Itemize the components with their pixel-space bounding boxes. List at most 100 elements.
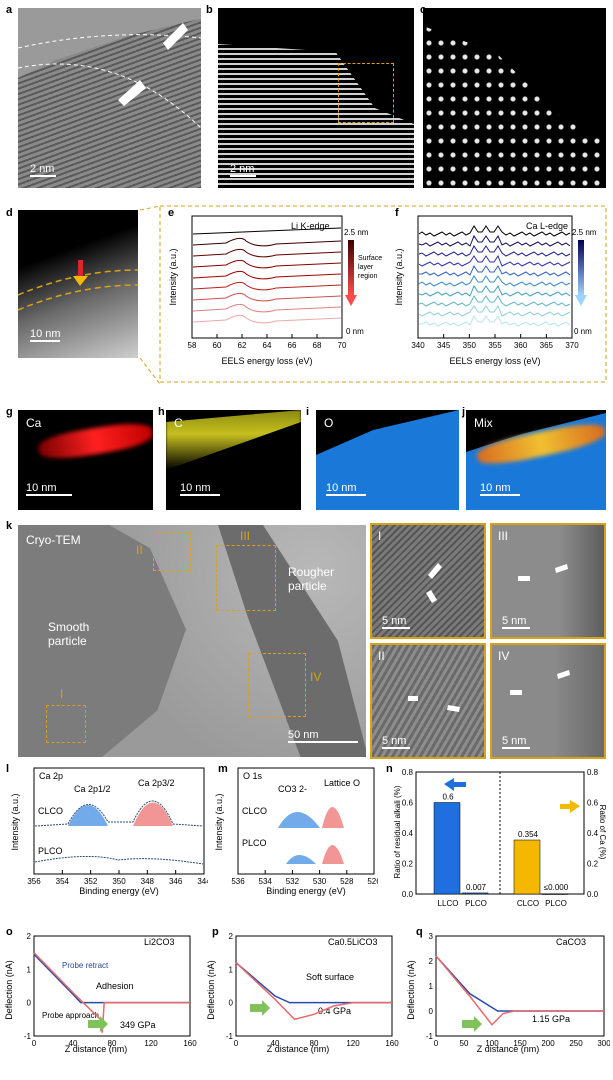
- q-plot-frame: [435, 935, 605, 1037]
- panel-e-label: e: [168, 207, 175, 219]
- panel-b-label: b: [206, 4, 213, 16]
- panel-q-plot: Deflection (nA) CaCO3 Z distance (nm) 1.…: [406, 932, 610, 1054]
- panel-n-ylabel-left: Ratio of residual alkali (%): [393, 785, 402, 878]
- panel-m-xtick: 528: [340, 877, 354, 886]
- panel-m-row2: PLCO: [242, 838, 267, 848]
- panel-o-label: o: [6, 926, 13, 938]
- panel-k-region-III: III: [240, 529, 251, 543]
- panel-e-xtick: 70: [338, 341, 347, 350]
- panel-n-ylabel-right: Ratio of Ca (%): [598, 805, 607, 860]
- p-plot-frame: [235, 935, 393, 1037]
- n-bar-label: 0.007: [466, 883, 487, 892]
- p-plot-ytick: 1: [229, 965, 234, 974]
- q-plot-ytick: 0: [429, 1007, 434, 1016]
- panel-p-plot: Deflection (nA) Ca0.5LiCO3 Z distance (n…: [206, 932, 399, 1054]
- o-plot-xtick: 40: [69, 1039, 78, 1048]
- inset-II-scale: 5 nm: [382, 735, 407, 747]
- panel-j-label: j: [462, 406, 466, 418]
- n-ytick-right: 0.4: [587, 829, 599, 838]
- panel-f-cbar-top: 2.5 nm: [572, 228, 597, 237]
- panel-l-plot: Intensity (a.u.) Ca 2p Ca 2p1/2 Ca 2p3/2…: [10, 767, 208, 896]
- panel-o-plot: Deflection (nA) Li2CO3 Z distance (nm) P…: [4, 932, 197, 1054]
- panel-f-xtick: 340: [411, 341, 425, 350]
- inset-I-label: I: [378, 529, 382, 543]
- panel-f-cbar-bottom: 0 nm: [574, 327, 592, 336]
- panel-e-xlabel: EELS energy loss (eV): [221, 356, 312, 366]
- panel-e-xtick: 60: [213, 341, 222, 350]
- panel-e-spectrum: [192, 237, 342, 247]
- panel-f-xlabel: EELS energy loss (eV): [449, 356, 540, 366]
- panel-l-xtick: 346: [169, 877, 183, 886]
- q-plot-ytick: 3: [429, 932, 434, 941]
- p-plot-xtick: 40: [271, 1039, 280, 1048]
- panel-f-spectrum: [418, 254, 571, 267]
- n-ytick-left: 0.2: [402, 860, 414, 869]
- panel-f-xtick: 370: [565, 341, 579, 350]
- panel-f-ylabel: Intensity (a.u.): [394, 248, 404, 305]
- panel-e-spectrum: [192, 227, 342, 235]
- panel-k-region-IV: IV: [310, 670, 322, 684]
- panel-p-modulus: 0.4 GPa: [318, 1006, 351, 1016]
- q-plot-xtick: 150: [513, 1039, 527, 1048]
- n-left-arrow: [444, 778, 466, 791]
- panel-k-smooth: Smooth particle: [48, 620, 90, 648]
- panel-o-modulus: 349 GPa: [120, 1020, 156, 1030]
- n-bar-label: ≤0.000: [544, 883, 569, 892]
- panel-k-image: Cryo-TEM Smooth particle Rougher particl…: [18, 525, 366, 757]
- n-ytick-right: 0.6: [587, 799, 599, 808]
- panel-e-xtick: 66: [288, 341, 297, 350]
- q-arrow: [462, 1016, 482, 1032]
- p-plot-approach-curve: [235, 962, 392, 1021]
- n-bar: [541, 893, 569, 895]
- inset-IV-label: IV: [498, 649, 510, 663]
- panel-e-spectrum: [192, 281, 342, 291]
- panel-b-scale: 2 nm: [230, 163, 255, 175]
- panel-f-spectrum: [418, 284, 571, 297]
- inset-I-scale: 5 nm: [382, 615, 407, 627]
- p-plot-xtick: 160: [385, 1039, 399, 1048]
- n-bar: [513, 839, 541, 895]
- panel-e-spectrum: [192, 314, 342, 324]
- p-plot-ytick: -1: [226, 1032, 234, 1041]
- q-plot-retract-curve: [435, 955, 604, 1012]
- panel-m-peak1: CO3 2-: [278, 784, 307, 794]
- q-plot-xtick: 200: [541, 1039, 555, 1048]
- o-plot-xtick: 120: [144, 1039, 158, 1048]
- n-ytick-right: 0.8: [587, 768, 599, 777]
- panel-a-scale: 2 nm: [30, 163, 55, 175]
- panel-f-title: Ca L-edge: [526, 221, 568, 231]
- n-ytick-right: 0.0: [587, 890, 599, 899]
- q-plot-xtick: 0: [434, 1039, 439, 1048]
- n-bar: [461, 892, 489, 895]
- panel-o-title: Li2CO3: [144, 937, 175, 947]
- panel-q-title: CaCO3: [556, 937, 586, 947]
- panel-o-retract: Probe retract: [62, 961, 109, 970]
- panel-f-plot: Intensity (a.u.) Ca L-edge 340 345 350 355 3…: [394, 215, 597, 366]
- n-ytick-left: 0.6: [402, 799, 414, 808]
- panel-h-name: C: [174, 416, 183, 430]
- panel-e-xtick: 64: [263, 341, 272, 350]
- q-plot-approach-curve: [435, 955, 604, 1026]
- panel-e-cbar-bottom: 0 nm: [346, 327, 364, 336]
- panel-f-spectrum: [418, 245, 571, 257]
- p-plot-ytick: 0: [229, 999, 234, 1008]
- panel-f-spectrum: [418, 304, 571, 317]
- panel-e-spectrum: [192, 292, 342, 302]
- q-plot-ytick: -1: [426, 1032, 434, 1041]
- panel-f-spectrum: [419, 264, 571, 277]
- panel-d-image: 10 nm: [18, 210, 138, 358]
- panel-e-cbar-text-2: region: [358, 273, 378, 280]
- panel-q-xlabel: Z distance (nm): [477, 1044, 540, 1054]
- panel-l-xtick: 348: [141, 877, 155, 886]
- o-plot-ytick: 2: [27, 932, 32, 941]
- panel-a-label: a: [6, 4, 13, 16]
- panel-l-label: l: [6, 763, 10, 775]
- q-plot-xtick: 300: [597, 1039, 610, 1048]
- n-right-arrow: [560, 800, 580, 813]
- panel-e-title: Li K-edge: [291, 221, 330, 231]
- n-category: LLCO: [438, 899, 459, 908]
- panel-q-label: q: [416, 926, 423, 938]
- o-plot-xtick: 0: [32, 1039, 37, 1048]
- panel-o-adhesion: Adhesion: [96, 981, 134, 991]
- panel-o-xlabel: Z distance (nm): [65, 1044, 128, 1054]
